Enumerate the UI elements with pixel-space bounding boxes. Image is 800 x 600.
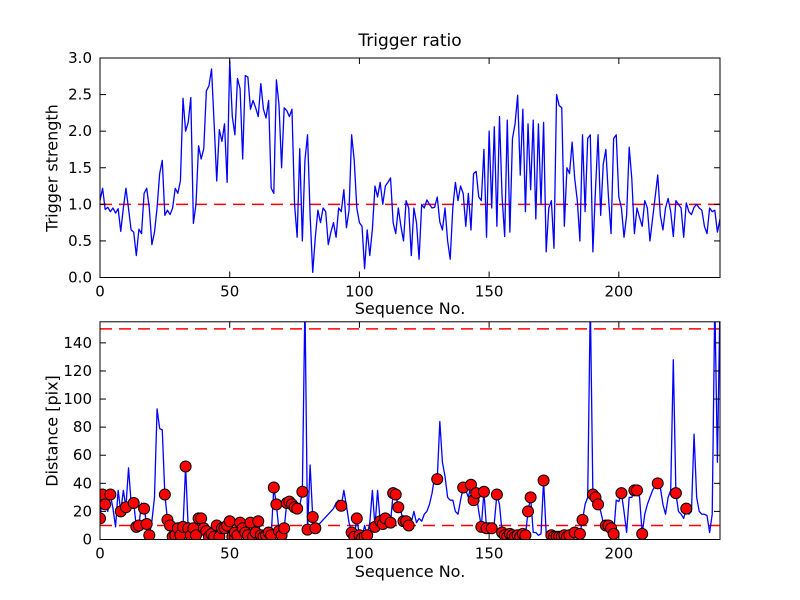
match-marker [361,529,374,540]
x-tick-label: 0 [95,545,105,563]
match-marker [592,498,605,511]
match-marker [636,527,649,540]
match-markers [100,460,693,540]
x-tick-label: 0 [95,283,105,301]
match-marker [127,496,140,509]
top-plot-xlabel: Sequence No. [354,299,466,318]
y-tick-label: 2.0 [68,122,92,140]
x-tick-label: 100 [345,283,374,301]
match-marker [335,499,348,512]
y-tick-label: 80 [73,418,92,436]
y-tick-label: 40 [73,474,92,492]
match-marker [267,481,280,494]
match-marker [278,522,291,535]
y-tick-label: 20 [73,502,92,520]
match-marker [270,498,283,511]
match-marker [392,501,405,514]
y-tick-label: 140 [63,334,92,352]
match-marker [389,488,402,501]
x-tick-label: 200 [605,283,634,301]
match-marker [189,529,202,540]
match-marker [651,477,664,490]
match-marker [630,484,643,497]
top-plot-axes: 0 50 100 150 200 0.0 0.5 1.0 1.5 2.0 2.5 3.0 [68,49,721,301]
match-marker [402,519,415,532]
match-marker [252,515,265,528]
match-marker [431,473,444,486]
match-marker [615,487,628,500]
x-tick-label: 200 [605,545,634,563]
bottom-plot-axes: 0 50 100 150 200 0 20 40 60 80 100 120 140 [63,321,721,563]
match-marker [350,512,363,525]
match-marker [140,518,153,531]
axes-border [99,57,721,278]
distance-line [100,321,720,539]
y-tick-label: 1.5 [68,159,92,177]
match-marker [309,522,322,535]
match-marker [384,516,397,529]
match-marker [537,474,550,487]
bottom-plot-xlabel: Sequence No. [354,562,466,581]
match-marker [477,485,490,498]
match-marker [607,527,620,540]
match-marker [576,513,589,526]
match-marker [291,502,304,515]
match-marker [223,515,236,528]
y-tick-label: 0.5 [68,232,92,250]
match-marker [104,488,117,501]
trigger-strength-line [100,60,720,274]
y-tick-label: 100 [63,390,92,408]
axes-border [99,321,721,540]
y-tick-label: 120 [63,362,92,380]
match-marker [490,488,503,501]
match-marker [100,512,106,525]
match-marker [524,491,537,504]
x-tick-label: 100 [345,545,374,563]
match-marker [669,487,682,500]
top-plot-title: Trigger ratio [358,31,462,51]
match-marker [179,460,192,473]
match-marker [195,512,208,525]
y-tick-label: 3.0 [68,49,92,67]
match-marker [100,498,112,511]
match-marker [143,529,156,540]
match-marker [306,511,319,524]
x-tick-label: 150 [475,283,504,301]
match-marker [138,502,151,515]
match-marker [485,522,498,535]
match-marker [573,527,586,540]
match-marker [680,502,693,515]
y-tick-label: 0.0 [68,269,92,287]
y-tick-label: 1.0 [68,195,92,213]
match-marker [522,505,535,518]
x-tick-label: 50 [220,283,239,301]
x-tick-label: 150 [475,545,504,563]
x-tick-label: 50 [220,545,239,563]
y-tick-label: 60 [73,446,92,464]
match-marker [519,529,532,540]
match-marker [296,485,309,498]
match-marker [158,488,171,501]
y-tick-label: 0 [82,531,92,549]
y-tick-label: 2.5 [68,86,92,104]
